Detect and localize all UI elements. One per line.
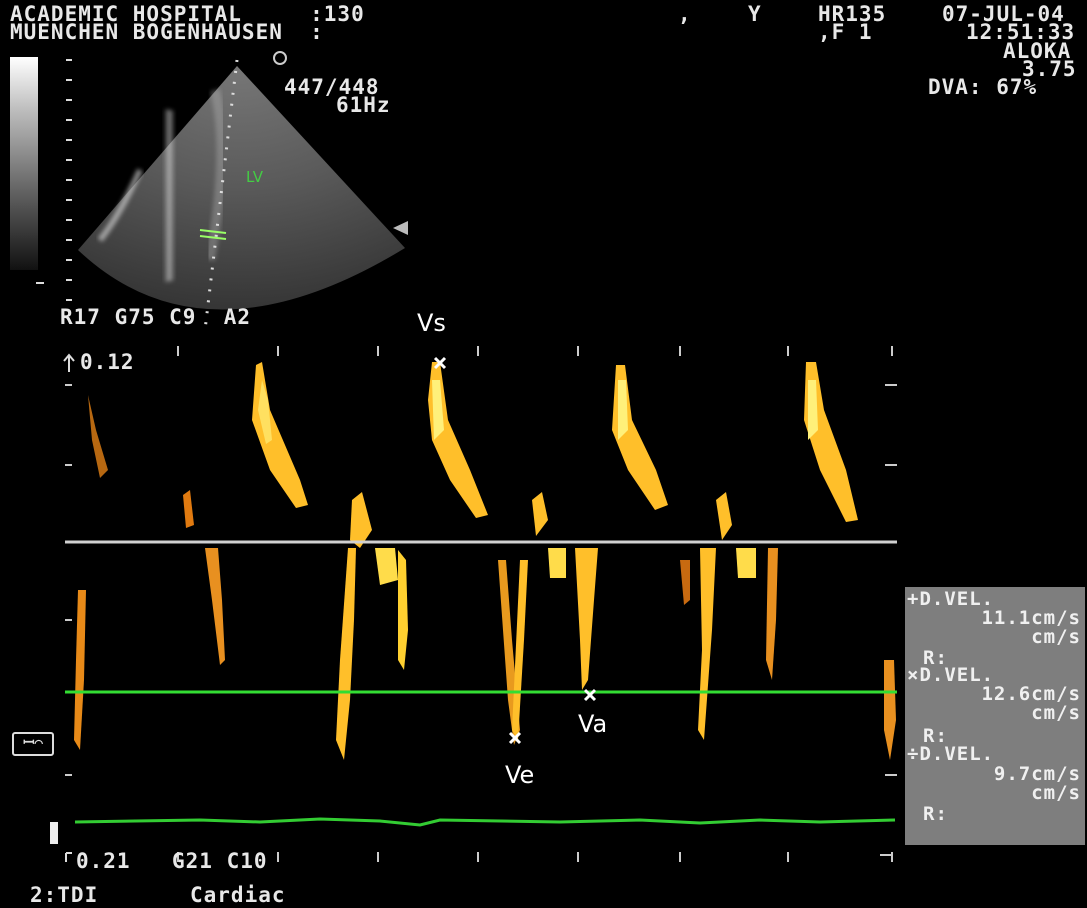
measurement-1-r: R:	[923, 647, 948, 669]
ultrasound-sector	[78, 66, 405, 310]
doppler-spectrum	[74, 362, 896, 760]
va-marker-icon	[583, 688, 597, 702]
measurement-3-unit: cm/s	[1031, 782, 1081, 804]
velocity-up-arrow-icon	[63, 353, 75, 372]
bottom-settings: G21 C10	[172, 849, 268, 873]
time: 12:51:33	[966, 20, 1076, 44]
measurement-panel: +D.VEL. 11.1cm/s cm/s R: ×D.VEL. 12.6cm/…	[905, 587, 1085, 845]
measurement-3-value: 9.7cm/s	[993, 763, 1081, 785]
frame-rate: 61Hz	[336, 93, 391, 117]
measurement-2-label: ×D.VEL.	[907, 664, 995, 686]
dva-value: DVA: 67%	[928, 75, 1038, 99]
measurement-3-r: R:	[923, 803, 948, 825]
cursor-line	[203, 59, 239, 331]
preset-label: Cardiac	[190, 883, 286, 907]
header-comma: ,	[678, 2, 692, 26]
measurement-2-unit: cm/s	[1031, 702, 1081, 724]
ecg-trace	[74, 817, 896, 827]
va-label: Va	[578, 710, 608, 738]
sample-volume-icon	[199, 229, 227, 240]
measurement-2-value: 12.6cm/s	[981, 683, 1081, 705]
measurement-3-label-text: D.VEL.	[919, 743, 995, 765]
vs-label: Vs	[417, 309, 446, 337]
ve-marker-icon	[508, 731, 522, 745]
vendor-label: ALOKA	[1003, 39, 1072, 63]
ve-label: Ve	[505, 761, 535, 789]
lv-label: LV	[246, 168, 263, 186]
velocity-scale-bottom: 0.21	[76, 849, 131, 873]
transducer-marker-icon	[273, 51, 287, 65]
measurement-1-label-text: D.VEL.	[919, 588, 995, 610]
measurement-1-label: +D.VEL.	[907, 588, 995, 610]
measurement-1-unit: cm/s	[1031, 626, 1081, 648]
time-scale-ticks	[65, 346, 897, 862]
heart-rate: HR135	[818, 2, 887, 26]
depth-value: 3.75	[1022, 57, 1077, 81]
frame-f1: ,F 1	[818, 20, 873, 44]
frame-counter: 447/448	[284, 75, 380, 99]
velocity-scale-top: 0.12	[80, 350, 135, 374]
depth-ticks	[36, 59, 72, 301]
ecg-position-marker	[50, 822, 58, 844]
measurement-2-r: R:	[923, 725, 948, 747]
measurement-3-label: ÷D.VEL.	[907, 743, 995, 765]
sector-settings: R17 G75 C9 A2	[60, 305, 252, 329]
measurement-1-value: 11.1cm/s	[981, 607, 1081, 629]
date: 07-JUL-04	[942, 2, 1065, 26]
vs-marker-icon	[433, 356, 447, 370]
sweep-speed-icon: ꟷ⌒	[12, 732, 54, 756]
grayscale-bar	[10, 57, 38, 270]
hospital-name-line1: ACADEMIC HOSPITAL :130	[10, 2, 365, 26]
measurement-2-label-text: D.VEL.	[919, 664, 995, 686]
velocity-bottom-bracket-icon	[65, 852, 72, 862]
focus-triangle-icon	[393, 221, 408, 235]
hospital-name-line2: MUENCHEN BOGENHAUSEN :	[10, 20, 324, 44]
mode-label: 2:TDI	[30, 883, 99, 907]
header-y: Y	[748, 2, 762, 26]
